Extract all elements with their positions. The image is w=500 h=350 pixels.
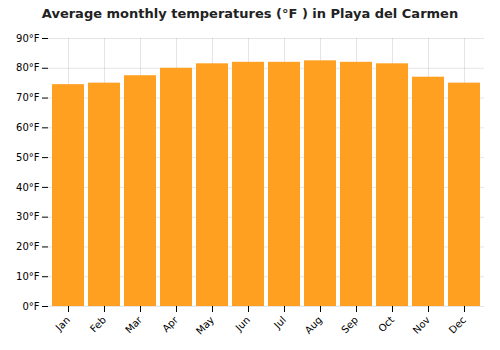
svg-text:Feb: Feb [88,314,108,334]
svg-text:40°F: 40°F [16,182,40,193]
svg-text:80°F: 80°F [16,62,40,73]
svg-text:Jun: Jun [233,314,253,334]
svg-text:Jan: Jan [53,314,72,333]
svg-text:Sep: Sep [339,314,360,335]
svg-text:Aug: Aug [303,314,325,336]
svg-text:50°F: 50°F [16,152,40,163]
svg-text:10°F: 10°F [16,271,40,282]
svg-text:70°F: 70°F [16,92,40,103]
svg-text:30°F: 30°F [16,211,40,222]
svg-text:20°F: 20°F [16,241,40,252]
svg-text:Dec: Dec [447,314,468,335]
svg-text:90°F: 90°F [16,33,40,44]
svg-text:60°F: 60°F [16,122,40,133]
svg-text:Jul: Jul [271,314,288,331]
svg-text:May: May [194,314,216,336]
svg-text:Oct: Oct [376,314,396,334]
html-text:Average monthly temperatures (: Average monthly temperatures (°F ) in Pl… [41,6,459,21]
svg-text:Nov: Nov [411,314,433,336]
svg-text:Mar: Mar [123,314,145,336]
svg-text:Apr: Apr [160,314,181,335]
svg-text:0°F: 0°F [22,301,39,312]
